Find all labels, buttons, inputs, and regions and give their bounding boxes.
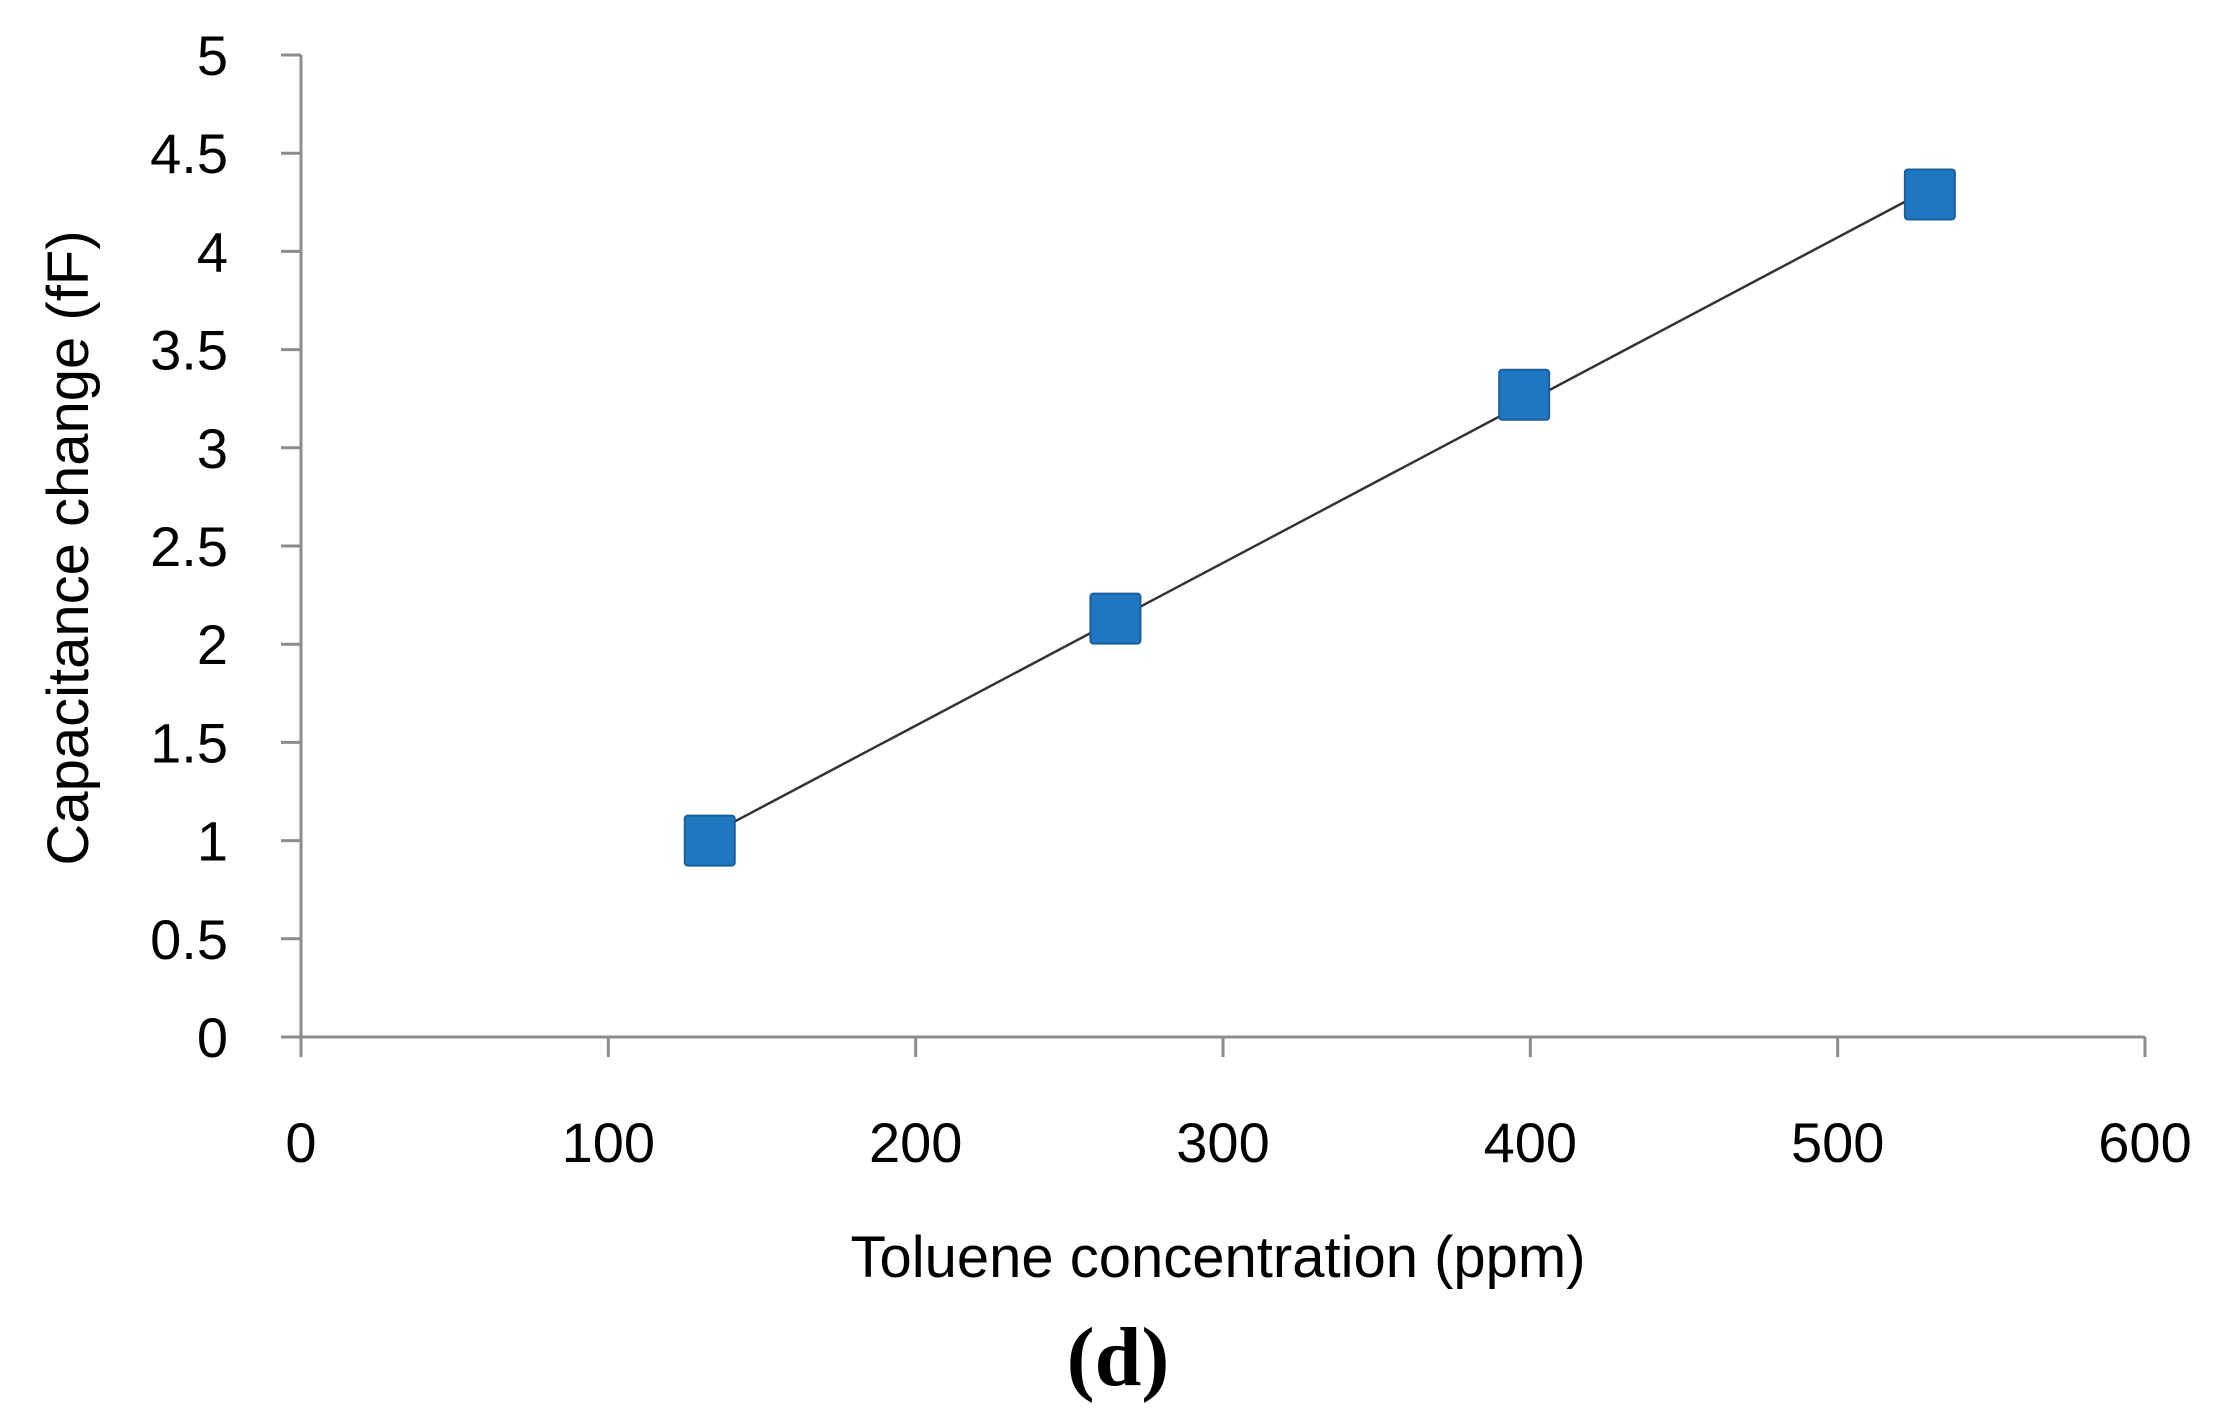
y-tick-label: 3 [197,417,228,480]
x-axis-title: Toluene concentration (ppm) [850,1225,1585,1290]
x-tick-label: 400 [1484,1111,1577,1174]
y-ticks: 0 0.5 1 1.5 2 2.5 3 3.5 4 4.5 5 [150,24,301,1069]
y-axis-title: Capacitance change (fF) [36,230,101,865]
y-tick-label: 2 [197,613,228,676]
x-ticks: 0 100 200 300 400 500 600 [285,1037,2192,1174]
x-tick-label: 0 [285,1111,316,1174]
data-point [1903,168,1956,221]
x-tick-label: 200 [869,1111,962,1174]
y-tick-label: 3.5 [150,319,228,382]
linear-trendline [709,187,1931,836]
x-tick-label: 300 [1176,1111,1269,1174]
data-point [1498,368,1551,421]
data-points [683,168,1956,867]
data-point [1089,592,1142,645]
x-tick-label: 100 [562,1111,655,1174]
y-tick-label: 0 [197,1006,228,1069]
x-tick-label: 600 [2098,1111,2191,1174]
panel-label: (d) [1067,1311,1170,1404]
trendline-group [709,187,1931,836]
y-tick-label: 0.5 [150,908,228,971]
y-tick-label: 2.5 [150,515,228,578]
y-tick-label: 5 [197,24,228,87]
axes [299,55,2145,1039]
data-point [683,814,736,867]
x-tick-label: 500 [1791,1111,1884,1174]
y-tick-label: 4 [197,220,228,283]
y-tick-label: 4.5 [150,122,228,185]
y-tick-label: 1 [197,810,228,873]
y-tick-label: 1.5 [150,711,228,774]
